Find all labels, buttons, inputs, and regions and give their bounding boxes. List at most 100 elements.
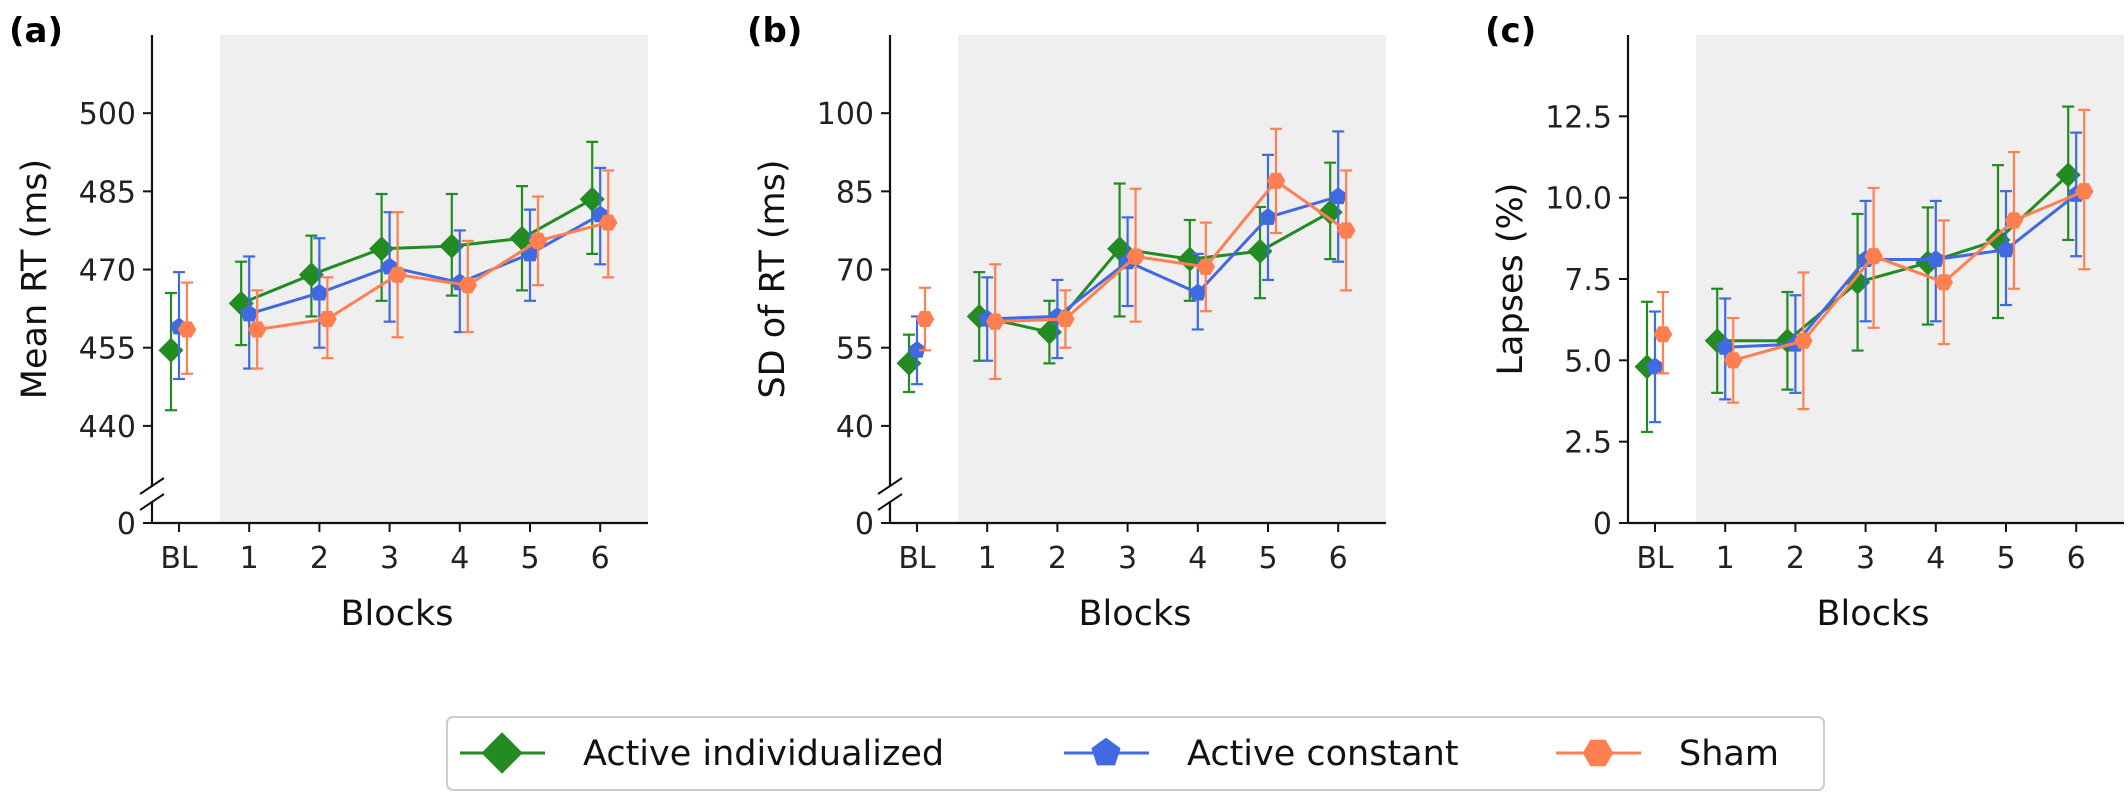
data-point	[1196, 258, 1216, 275]
data-point	[388, 266, 407, 283]
y-tick-label: 440	[79, 410, 136, 445]
y-tick-label: 0	[1593, 507, 1612, 542]
y-tick-label: 70	[836, 254, 874, 289]
series-active-individualized	[158, 140, 605, 412]
series-sham	[1653, 108, 2094, 411]
y-tick-label: 470	[79, 254, 136, 289]
legend-label: Active individualized	[583, 734, 944, 774]
y-tick-label: 55	[836, 332, 874, 367]
data-point	[598, 214, 618, 231]
series-line	[240, 197, 593, 305]
data-point	[985, 313, 1005, 330]
x-tick-label: 5	[1258, 541, 1277, 576]
data-point	[458, 277, 478, 294]
data-point	[2004, 212, 2024, 229]
y-tick-label: 40	[836, 410, 874, 445]
y-tick-label: 5.0	[1564, 344, 1612, 379]
legend-marker	[1091, 737, 1121, 766]
panel-a: 0 440 455 470 485 500 BL 1 2 3 4 5 6 Blocks Mean RT (m…	[9, 11, 648, 634]
data-point	[915, 311, 935, 328]
data-point	[2074, 183, 2094, 200]
series-line	[256, 221, 609, 331]
x-tick-label: 1	[240, 541, 259, 576]
axis-break-mark	[877, 493, 903, 511]
data-point	[528, 232, 548, 249]
y-tick-label: 100	[817, 97, 874, 132]
series-line	[1725, 193, 2078, 349]
x-tick-label: 3	[1118, 541, 1137, 576]
legend-item-active-constant: Active constant	[1064, 734, 1459, 774]
legend-item-active-individualized: Active individualized	[460, 732, 944, 774]
x-tick-label: 1	[978, 541, 997, 576]
x-tick-label: 5	[1996, 541, 2015, 576]
data-point	[1794, 332, 1813, 349]
shaded-region	[958, 35, 1386, 523]
data-point	[1056, 311, 1075, 328]
x-tick-label: 1	[1716, 541, 1735, 576]
x-tick-label: 5	[520, 541, 539, 576]
y-tick-label: 0	[855, 507, 874, 542]
data-point	[318, 311, 337, 328]
data-point	[1126, 248, 1145, 265]
x-axis-label: Blocks	[341, 594, 454, 634]
x-axis-label: Blocks	[1817, 594, 1930, 634]
series-line	[995, 178, 1348, 324]
panel-letter: (a)	[9, 11, 63, 51]
legend: Active individualized Active constant Sham	[446, 716, 1825, 791]
axis-break-mark	[139, 493, 165, 511]
data-point	[177, 321, 197, 338]
y-tick-label: 12.5	[1545, 100, 1612, 135]
x-tick-label: BL	[1636, 541, 1674, 576]
y-tick-label: 0	[117, 507, 136, 542]
x-tick-label: 6	[1329, 541, 1348, 576]
x-tick-label: 2	[1048, 541, 1067, 576]
y-axis-label: Lapses (%)	[1491, 183, 1531, 376]
x-tick-label: 2	[310, 541, 329, 576]
x-tick-label: 3	[1856, 541, 1875, 576]
data-point	[1653, 326, 1673, 343]
y-axis-label: SD of RT (ms)	[753, 159, 793, 398]
y-tick-label: 7.5	[1564, 263, 1612, 298]
x-tick-label: 4	[1188, 541, 1207, 576]
x-tick-label: 2	[1786, 541, 1805, 576]
panel-b: 0 40 55 70 85 100 BL 1 2 3 4 5 6 Blocks SD of RT (ms) (…	[747, 11, 1386, 634]
data-point	[1864, 248, 1883, 265]
data-point	[1723, 352, 1743, 369]
series-line	[987, 195, 1339, 321]
legend-item-sham: Sham	[1556, 734, 1779, 774]
data-point	[1934, 274, 1954, 291]
legend-label: Sham	[1679, 734, 1779, 774]
legend-marker	[1582, 739, 1614, 767]
y-axis-label: Mean RT (ms)	[15, 159, 55, 399]
series-sham	[177, 169, 618, 375]
axis-break-mark	[139, 477, 165, 495]
x-tick-label: 6	[591, 541, 610, 576]
panel-letter: (b)	[747, 11, 802, 51]
x-tick-label: 4	[1926, 541, 1945, 576]
y-tick-label: 85	[836, 175, 874, 210]
y-tick-label: 500	[79, 97, 136, 132]
legend-label: Active constant	[1187, 734, 1459, 774]
panel-c: 0 2.5 5.0 7.5 10.0 12.5 BL 1 2 3 4 5 6 Blocks Lapses (…	[1485, 11, 2124, 634]
x-tick-label: 3	[380, 541, 399, 576]
y-tick-label: 455	[79, 332, 136, 367]
shaded-region	[1696, 35, 2124, 523]
x-tick-label: BL	[898, 541, 936, 576]
legend-marker	[481, 732, 523, 774]
panel-letter: (c)	[1485, 11, 1536, 51]
series-line	[1732, 189, 2085, 362]
series-sham	[915, 127, 1356, 381]
x-tick-label: BL	[160, 541, 198, 576]
data-point	[1266, 172, 1286, 189]
x-axis-label: Blocks	[1079, 594, 1192, 634]
data-point	[1336, 222, 1356, 239]
series-line	[978, 210, 1331, 334]
x-tick-label: 6	[2067, 541, 2086, 576]
y-tick-label: 485	[79, 175, 136, 210]
axis-break-mark	[877, 477, 903, 495]
y-tick-label: 10.0	[1545, 182, 1612, 217]
data-point	[247, 321, 267, 338]
y-tick-label: 2.5	[1564, 426, 1612, 461]
x-tick-label: 4	[450, 541, 469, 576]
